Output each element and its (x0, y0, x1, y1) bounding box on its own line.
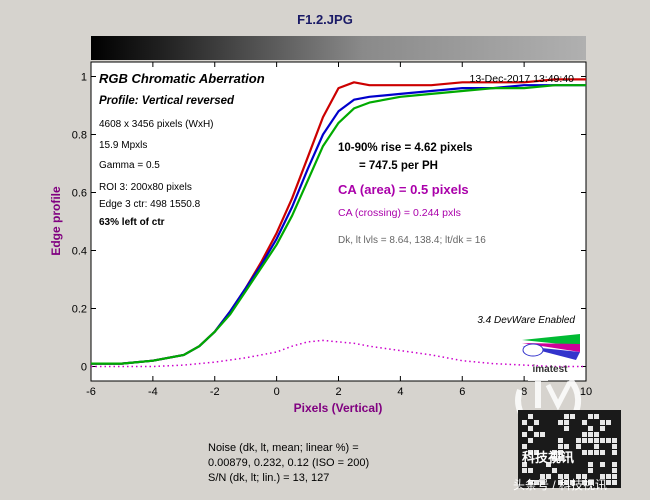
x-axis-ticks: -6 -4 -2 0 2 4 6 8 10 (86, 62, 592, 398)
info-line: Edge 3 ctr: 498 1550.8 (99, 199, 201, 210)
qr-code-icon (518, 410, 621, 488)
info-line: Gamma = 0.5 (99, 160, 160, 171)
x-tick-label: 2 (335, 386, 341, 398)
y-tick-label: 0.4 (72, 246, 87, 258)
x-tick-label: 0 (274, 386, 280, 398)
plot-area (90, 61, 587, 382)
y-tick-label: 0.6 (72, 188, 87, 200)
noise-line: Noise (dk, lt, mean; linear %) = (208, 442, 359, 454)
ca-area-label: CA (area) = 0.5 pixels (338, 182, 469, 197)
rise-line-2: = 747.5 per PH (359, 160, 438, 172)
y-axis-label: Edge profile (49, 186, 63, 256)
x-tick-label: -2 (210, 386, 220, 398)
watermark-text: 科技视讯 (522, 450, 574, 465)
y-tick-label: 1 (81, 72, 87, 84)
series-line-green (91, 84, 586, 365)
x-tick-label: 10 (580, 386, 592, 398)
x-tick-label: -6 (86, 386, 96, 398)
y-tick-label: 0.8 (72, 130, 87, 142)
devware-label: 3.4 DevWare Enabled (477, 315, 575, 326)
ca-crossing-label: CA (crossing) = 0.244 pxls (338, 207, 461, 219)
dk-levels-label: Dk, lt lvls = 8.64, 138.4; lt/dk = 16 (338, 235, 486, 246)
rise-line-1: 10-90% rise = 4.62 pixels (338, 142, 473, 154)
imatest-logo: imatest (522, 334, 580, 375)
series-layer (91, 78, 586, 368)
noise-line: S/N (dk, lt; lin.) = 13, 127 (208, 472, 329, 484)
y-tick-label: 0.2 (72, 304, 87, 316)
x-tick-label: 6 (459, 386, 465, 398)
svg-text:imatest: imatest (532, 364, 568, 375)
watermark-credit: 头条号 / 科技视讯 (513, 477, 607, 492)
info-line: ROI 3: 200x80 pixels (99, 182, 192, 193)
info-bold-line: 63% left of ctr (99, 217, 165, 228)
chart-title: RGB Chromatic Aberration (99, 71, 265, 86)
gray-gradient-strip (91, 36, 586, 60)
y-tick-label: 0 (81, 362, 87, 374)
info-line: 15.9 Mpxls (99, 140, 147, 151)
x-tick-label: -4 (148, 386, 158, 398)
x-tick-label: 4 (397, 386, 403, 398)
window-title: F1.2.JPG (297, 12, 353, 27)
timestamp: 13-Dec-2017 13:49:40 (470, 73, 575, 85)
noise-line: 0.00879, 0.232, 0.12 (ISO = 200) (208, 457, 369, 469)
info-line: 4608 x 3456 pixels (WxH) (99, 119, 214, 130)
profile-label: Profile: Vertical reversed (99, 95, 235, 107)
x-tick-label: 8 (521, 386, 527, 398)
x-axis-label: Pixels (Vertical) (294, 401, 383, 415)
y-axis-ticks: 0 0.2 0.4 0.6 0.8 1 (72, 72, 586, 374)
